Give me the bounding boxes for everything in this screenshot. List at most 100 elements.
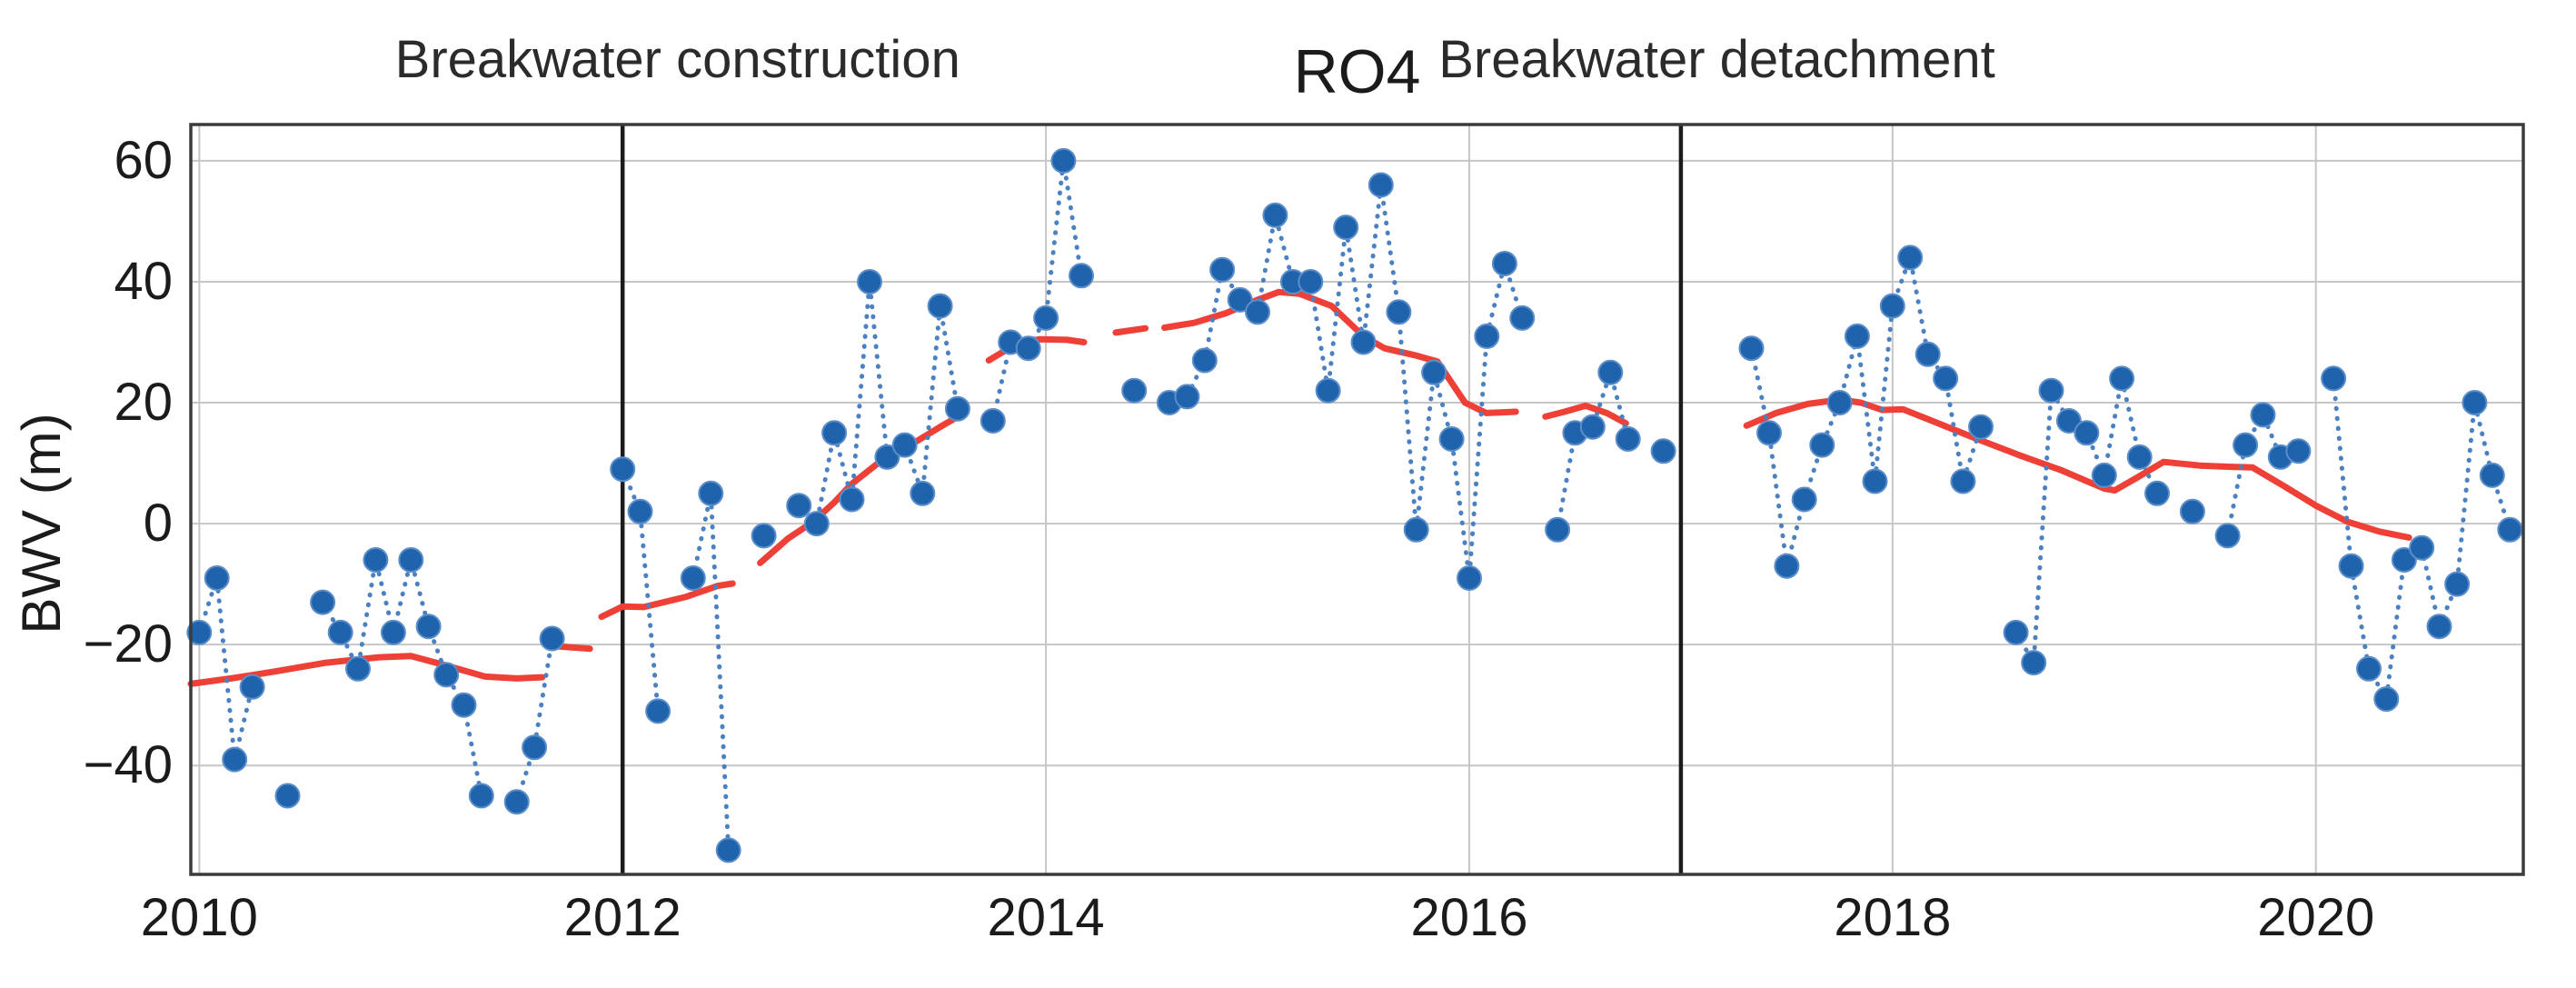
y-tick-label-20: 20 xyxy=(114,373,173,433)
x-tick-label-2010: 2010 xyxy=(140,888,258,947)
data-point-marker xyxy=(680,565,706,591)
series-dotted-line xyxy=(514,636,555,804)
data-point-marker xyxy=(2321,365,2347,392)
series-dotted-line xyxy=(990,160,1084,424)
series-dotted-line xyxy=(691,493,731,853)
data-point-marker xyxy=(1191,347,1218,374)
data-point-marker xyxy=(2373,686,2400,713)
series-dotted-line xyxy=(796,281,960,529)
data-point-marker xyxy=(1262,202,1288,228)
data-point-marker xyxy=(1069,263,1094,289)
data-point-marker xyxy=(345,655,371,682)
data-point-marker xyxy=(2285,438,2312,464)
data-point-marker xyxy=(1809,432,1835,458)
y-tick-label-minus20: −20 xyxy=(83,614,173,674)
data-point-marker xyxy=(2074,420,2100,446)
data-point-marker xyxy=(1897,245,1924,271)
data-point-marker xyxy=(522,734,548,761)
data-point-marker xyxy=(539,625,565,652)
data-point-marker xyxy=(1950,468,1976,494)
data-point-marker xyxy=(274,783,301,809)
data-point-marker xyxy=(786,493,812,519)
data-point-marker xyxy=(2126,444,2153,470)
series-dotted-line xyxy=(1167,185,1525,579)
data-point-marker xyxy=(398,547,424,573)
data-point-marker xyxy=(451,692,477,718)
data-point-marker xyxy=(1774,553,1800,579)
data-point-marker xyxy=(1457,565,1482,591)
data-point-marker xyxy=(1121,377,1148,404)
data-point-marker xyxy=(839,486,865,513)
data-point-marker xyxy=(891,432,918,458)
data-point-marker xyxy=(2179,498,2205,524)
data-point-marker xyxy=(910,480,936,506)
data-point-marker xyxy=(2233,432,2259,458)
y-tick-label-minus40: −40 xyxy=(83,735,173,795)
data-point-marker xyxy=(2038,377,2064,404)
data-point-marker xyxy=(1844,323,1870,349)
data-point-marker xyxy=(821,420,848,446)
data-point-marker xyxy=(433,662,460,688)
annotation-breakwater-detachment: Breakwater detachment xyxy=(1438,30,1995,89)
chart-title: RO4 xyxy=(1293,37,1421,106)
data-point-marker xyxy=(363,547,389,573)
data-point-marker xyxy=(1968,414,1994,440)
trend-line xyxy=(1743,396,2412,541)
data-point-marker xyxy=(1050,147,1077,174)
data-point-marker xyxy=(1879,293,1905,319)
data-point-marker xyxy=(327,619,353,645)
data-point-marker xyxy=(610,456,636,483)
data-point-marker xyxy=(2144,480,2170,506)
data-point-marker xyxy=(1333,215,1359,241)
data-point-marker xyxy=(1245,299,1270,325)
data-point-marker xyxy=(2462,390,2488,415)
data-point-marker xyxy=(857,269,882,294)
series-dotted-line xyxy=(196,577,255,761)
data-point-marker xyxy=(1791,486,1817,513)
data-point-marker xyxy=(1597,359,1624,385)
data-point-marker xyxy=(715,837,741,863)
series-dotted-line xyxy=(620,466,661,714)
data-point-marker xyxy=(1738,335,1765,362)
trend-line-dashed xyxy=(1112,324,1149,336)
trend-line xyxy=(598,580,736,621)
series-dotted-line xyxy=(320,559,484,798)
data-point-marker xyxy=(239,674,265,700)
data-point-marker xyxy=(1474,323,1500,349)
data-point-marker xyxy=(415,614,442,640)
x-tick-label-2020: 2020 xyxy=(2257,888,2375,947)
y-tick-label-40: 40 xyxy=(114,251,173,311)
data-point-marker xyxy=(1015,335,1041,362)
data-point-marker xyxy=(2426,614,2452,640)
data-point-marker xyxy=(2338,553,2364,579)
series-dotted-line xyxy=(2014,377,2160,671)
data-point-marker xyxy=(2356,655,2382,682)
data-point-marker xyxy=(1579,414,1606,440)
data-point-marker xyxy=(1438,426,1465,452)
data-point-marker xyxy=(222,746,248,773)
data-point-marker xyxy=(2444,571,2471,597)
data-point-marker xyxy=(1227,286,1253,313)
data-point-marker xyxy=(1756,420,1782,446)
data-point-marker xyxy=(2055,408,2082,434)
data-point-marker xyxy=(2479,462,2505,488)
data-point-marker xyxy=(310,589,336,615)
data-point-marker xyxy=(2109,365,2135,392)
x-tick-label-2016: 2016 xyxy=(1410,888,1528,947)
trend-line xyxy=(1161,288,1519,416)
data-point-marker xyxy=(874,444,900,470)
data-point-marker xyxy=(751,523,777,549)
data-point-marker xyxy=(1350,329,1377,355)
data-point-marker xyxy=(503,789,530,815)
data-point-marker xyxy=(627,498,653,524)
data-point-marker xyxy=(927,293,953,319)
x-tick-label-2014: 2014 xyxy=(987,888,1105,947)
data-point-marker xyxy=(1386,299,1412,325)
data-point-marker xyxy=(1545,516,1571,543)
data-point-marker xyxy=(1174,384,1200,410)
data-point-marker xyxy=(2214,523,2241,549)
data-point-marker xyxy=(1509,304,1536,331)
trend-line-dashed xyxy=(555,643,612,654)
y-tick-label-0: 0 xyxy=(143,494,173,554)
